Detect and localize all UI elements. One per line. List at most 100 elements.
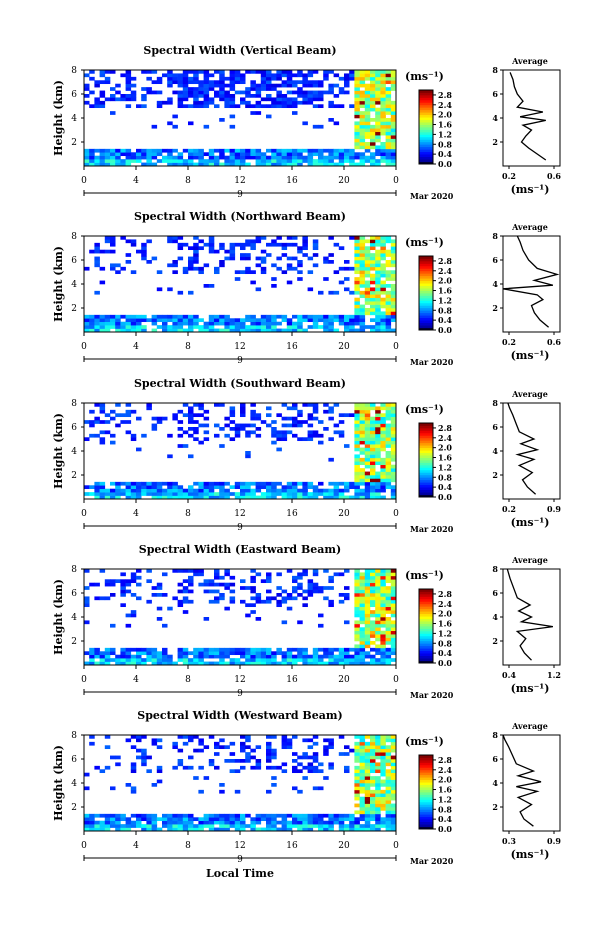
heatmap-cell <box>323 488 329 493</box>
heatmap-cell <box>271 328 277 333</box>
heatmap-cell <box>385 145 392 150</box>
heatmap-cell <box>364 820 371 825</box>
average-y-tick-label: 2 <box>492 802 498 812</box>
heatmap-cell <box>323 260 329 264</box>
heatmap-cell <box>172 569 178 573</box>
heatmap-cell <box>94 100 100 105</box>
heatmap-cell <box>229 596 236 601</box>
heatmap-cell <box>234 427 241 431</box>
heatmap-cell <box>312 586 319 590</box>
heatmap-cell <box>370 451 376 455</box>
heatmap-cell <box>125 321 132 326</box>
average-x-tick-label: 0.4 <box>502 670 516 680</box>
heatmap-cell <box>266 242 272 247</box>
colorbar-tick-label: 0.8 <box>438 638 452 648</box>
heatmap-cell <box>385 308 392 312</box>
heatmap-cell <box>224 97 230 102</box>
heatmap-cell <box>359 433 366 438</box>
colorbar-segment <box>419 489 433 493</box>
heatmap-cell <box>203 481 210 486</box>
heatmap-cell <box>375 131 381 136</box>
heatmap-cell <box>208 488 215 493</box>
heatmap-cell <box>120 661 126 666</box>
heatmap-cell <box>354 461 360 466</box>
heatmap-cell <box>162 416 168 421</box>
heatmap-cell <box>193 735 199 739</box>
heatmap-cell <box>193 420 199 424</box>
heatmap-cell <box>390 287 397 292</box>
heatmap-cell <box>364 765 371 770</box>
heatmap-cell <box>359 762 366 767</box>
heatmap-cell <box>198 104 204 109</box>
heatmap-cell <box>370 810 376 815</box>
heatmap-cell <box>364 827 371 832</box>
heatmap-cell <box>370 294 376 299</box>
heatmap-cell <box>193 80 199 85</box>
colorbar-segment <box>419 821 433 825</box>
heatmap-cell <box>390 776 397 780</box>
heatmap-cell <box>125 70 132 74</box>
heatmap-cell <box>338 813 345 818</box>
heatmap-cell <box>234 789 241 794</box>
heatmap-cell <box>120 824 126 828</box>
heatmap-cell <box>141 242 147 247</box>
heatmap-cell <box>364 786 371 791</box>
heatmap-cell <box>375 793 381 798</box>
heatmap-cell <box>375 651 381 656</box>
heatmap-cell <box>323 596 329 601</box>
heatmap-cell <box>354 579 360 584</box>
heatmap-cell <box>276 492 282 496</box>
heatmap-cell <box>203 824 210 828</box>
heatmap-cell <box>99 481 106 486</box>
heatmap-cell <box>323 328 329 333</box>
heatmap-cell <box>344 813 350 818</box>
heatmap-cell <box>380 769 386 774</box>
heatmap-cell <box>156 104 163 109</box>
heatmap-cell <box>380 413 386 418</box>
heatmap-cell <box>302 651 308 656</box>
colorbar-segment <box>419 643 433 647</box>
heatmap-cell <box>297 420 303 424</box>
heatmap-cell <box>104 765 111 770</box>
heatmap-cell <box>359 263 366 268</box>
heatmap-cell <box>250 589 256 594</box>
heatmap-cell <box>99 314 106 319</box>
heatmap-cell <box>380 420 386 424</box>
heatmap-cell <box>104 813 111 818</box>
heatmap-cell <box>94 155 100 160</box>
heatmap-cell <box>354 253 360 257</box>
heatmap-cell <box>380 569 386 573</box>
heatmap-cell <box>208 759 215 763</box>
heatmap-cell <box>203 745 210 750</box>
heatmap-cell <box>219 328 225 333</box>
colorbar-segment <box>419 660 433 664</box>
heatmap-cell <box>271 87 277 91</box>
heatmap-cell <box>328 765 334 770</box>
heatmap-cell <box>370 403 376 407</box>
heatmap-cell <box>323 827 329 832</box>
heatmap-cell <box>177 236 184 240</box>
colorbar-segment <box>419 794 433 798</box>
heatmap-cell <box>385 260 392 264</box>
heatmap-cell <box>344 488 350 493</box>
heatmap-cell <box>146 159 152 163</box>
colorbar-segment <box>419 469 433 473</box>
heatmap-cell <box>198 582 204 587</box>
heatmap-cell <box>172 813 178 818</box>
heatmap-cell <box>375 328 381 333</box>
heatmap-cell <box>146 813 152 818</box>
heatmap-cell <box>370 457 376 462</box>
heatmap-cell <box>146 599 152 604</box>
heatmap-cell <box>110 481 116 486</box>
heatmap-cell <box>266 820 272 825</box>
heatmap-cell <box>297 277 303 281</box>
heatmap-cell <box>354 100 360 105</box>
heatmap-cell <box>370 461 376 466</box>
colorbar-segment <box>419 777 433 781</box>
heatmap-cell <box>338 152 345 157</box>
heatmap-cell <box>136 495 142 500</box>
heatmap-cell <box>364 413 371 418</box>
colorbar-tick-label: 0.4 <box>438 482 452 492</box>
heatmap-cell <box>110 623 116 628</box>
heatmap-cell <box>141 647 147 652</box>
